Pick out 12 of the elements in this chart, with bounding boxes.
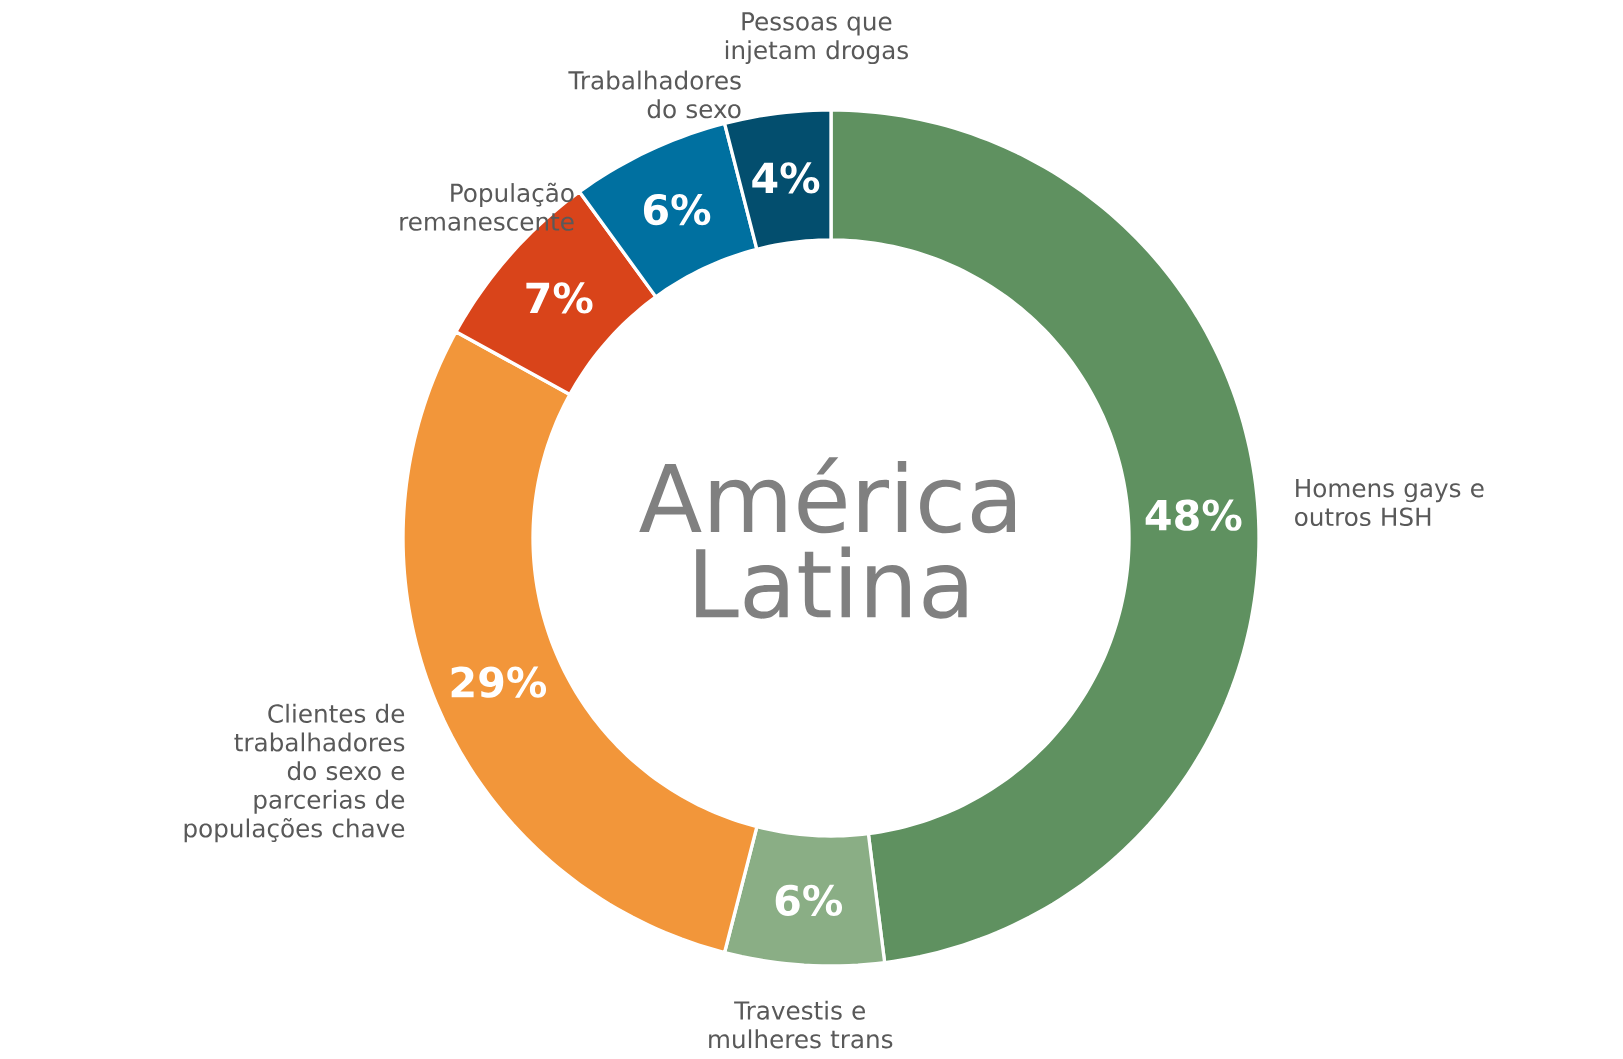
data-label: 7% xyxy=(526,282,593,314)
data-label: 29% xyxy=(451,666,547,698)
data-label: 4% xyxy=(752,162,820,194)
slice-label: Clientes de trabalhadores do sexo e parcerias de populações chave xyxy=(184,703,405,843)
data-label: 6% xyxy=(775,884,843,916)
text: América Latina xyxy=(639,457,1016,619)
slice-label: Travestis e mulheres trans xyxy=(709,1000,893,1049)
slice-label: Homens gays e outros HSH xyxy=(1295,479,1484,527)
slice-label: Trabalhadores do sexo xyxy=(568,70,741,119)
data-label: 6% xyxy=(643,193,711,226)
data-label: 48% xyxy=(1145,499,1242,531)
slice-label: Pessoas que injetam drogas xyxy=(725,12,908,65)
